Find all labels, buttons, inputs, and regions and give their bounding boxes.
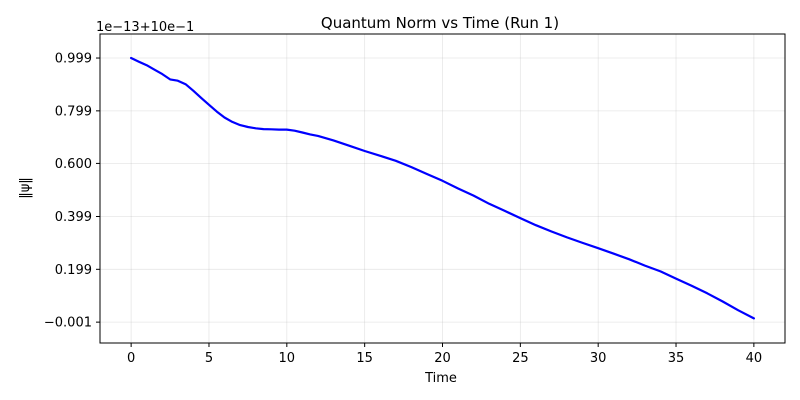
x-tick-label: 30 — [590, 351, 607, 366]
y-axis-label: ‖ψ‖ — [18, 177, 33, 199]
series-line — [130, 56, 756, 320]
x-axis-ticks: 0 5 10 15 20 25 30 35 40 — [127, 343, 762, 366]
y-axis-ticks: −0.001 0.199 0.399 0.600 0.799 0.999 — [44, 52, 100, 331]
y-tick-label: −0.001 — [44, 316, 92, 331]
chart-title: Quantum Norm vs Time (Run 1) — [321, 14, 559, 32]
y-tick-label: 0.199 — [55, 263, 92, 278]
x-tick-label: 20 — [434, 351, 451, 366]
grid-lines — [100, 34, 785, 343]
x-tick-label: 15 — [356, 351, 373, 366]
x-tick-label: 5 — [205, 351, 213, 366]
x-tick-label: 10 — [279, 351, 296, 366]
y-tick-label: 0.999 — [55, 52, 92, 67]
x-tick-label: 40 — [746, 351, 763, 366]
series-layer — [130, 56, 756, 320]
x-axis-label: Time — [424, 371, 457, 386]
y-tick-label: 0.399 — [55, 210, 92, 225]
y-tick-label: 0.799 — [55, 104, 92, 119]
x-tick-label: 0 — [127, 351, 135, 366]
y-tick-label: 0.600 — [55, 157, 92, 172]
y-axis-offset-label: 1e−13+10e−1 — [96, 20, 194, 35]
x-tick-label: 25 — [512, 351, 529, 366]
x-tick-label: 35 — [668, 351, 685, 366]
